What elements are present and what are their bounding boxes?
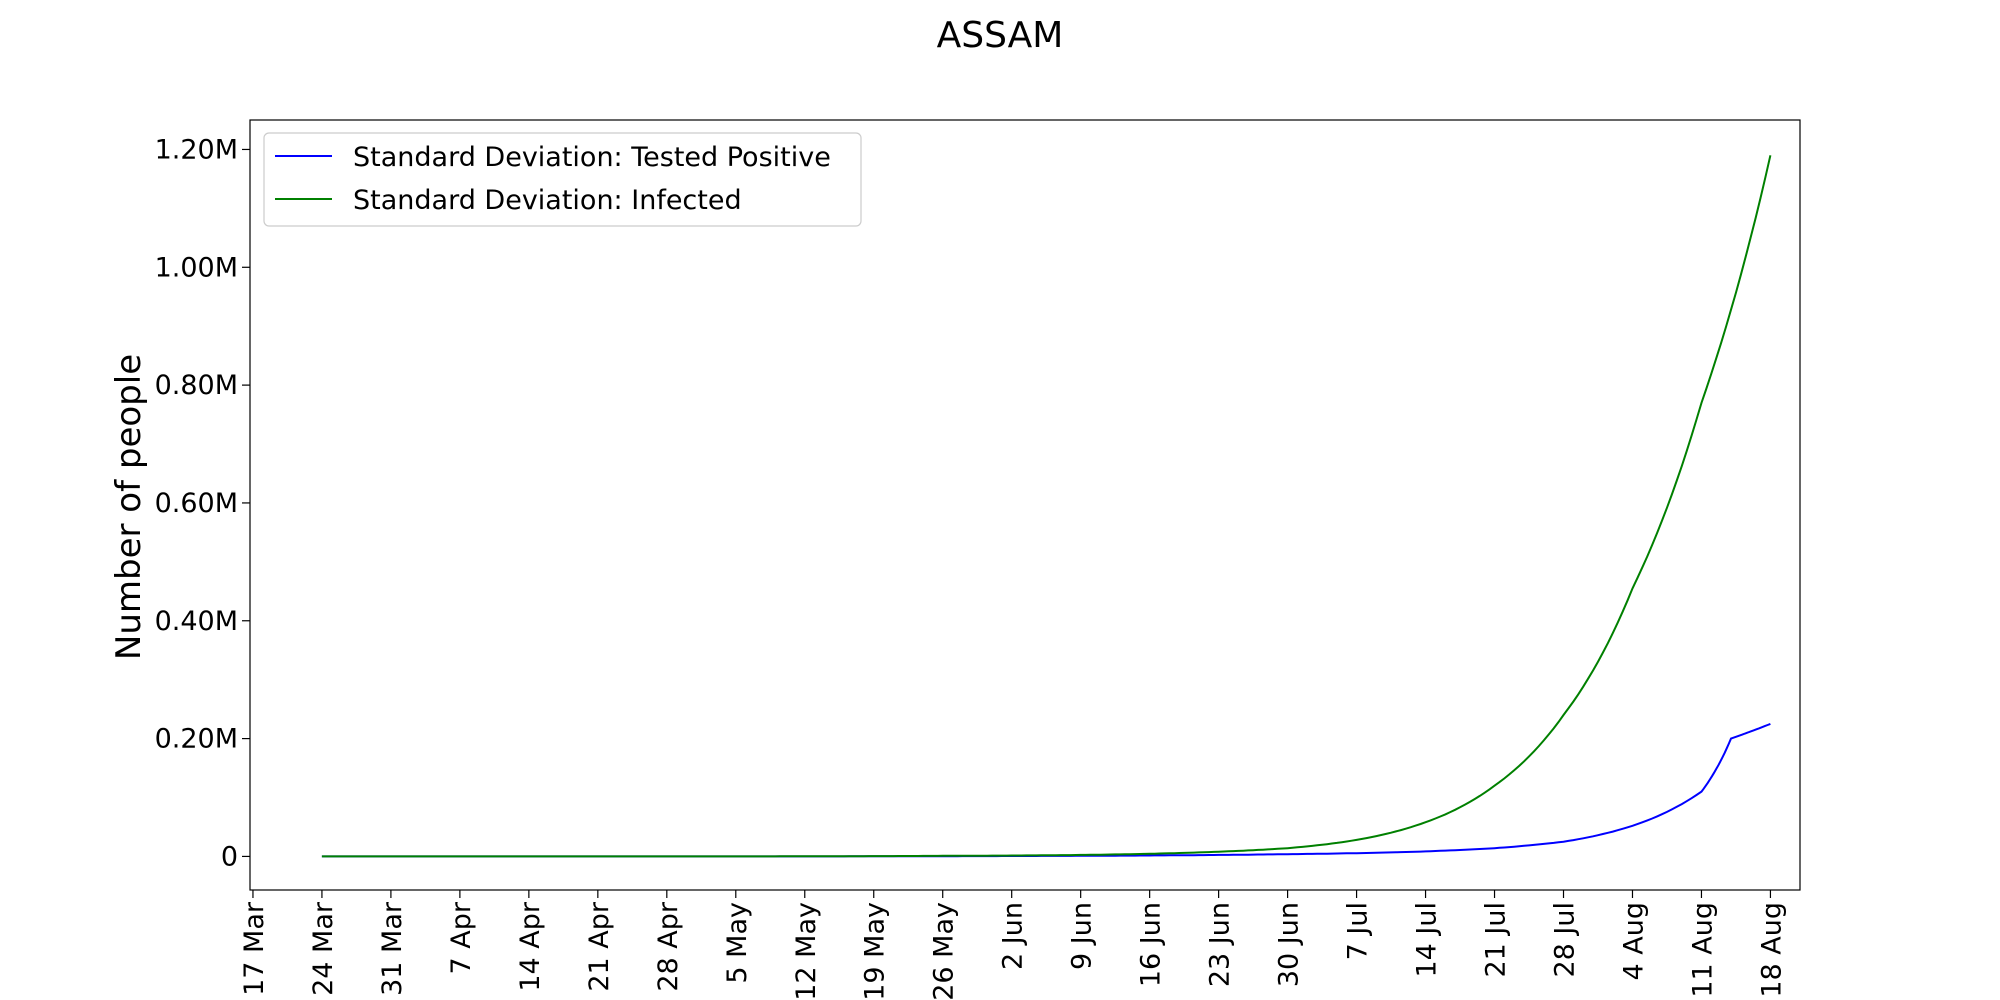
x-tick-label: 24 Mar xyxy=(308,901,339,996)
x-tick-label: 14 Apr xyxy=(515,901,546,992)
chart-title: ASSAM xyxy=(937,15,1064,56)
x-tick-label: 9 Jun xyxy=(1067,902,1098,970)
y-tick-label: 0.40M xyxy=(155,606,238,637)
x-tick-label: 28 Apr xyxy=(653,901,684,992)
legend-box xyxy=(263,132,862,227)
plot-area-frame xyxy=(249,119,1801,891)
series-line-tested-positive xyxy=(321,722,1771,858)
x-tick-label: 12 May xyxy=(791,902,822,1000)
x-tick-label: 4 Aug xyxy=(1618,902,1649,980)
series-lines xyxy=(321,155,1772,858)
y-tick-label: 1.20M xyxy=(155,134,238,165)
x-tick-label: 17 Mar xyxy=(239,901,270,996)
x-tick-label: 11 Aug xyxy=(1687,902,1718,998)
x-tick-label: 19 May xyxy=(860,902,891,1000)
x-tick-label: 7 Jul xyxy=(1343,902,1374,960)
y-axis-ticks: 0 0.20M 0.40M 0.60M 0.80M 1.00M 1.20M xyxy=(155,134,250,872)
x-tick-label: 21 Apr xyxy=(584,901,615,992)
x-tick-label: 7 Apr xyxy=(446,901,477,974)
x-tick-label: 14 Jul xyxy=(1412,902,1443,978)
y-tick-label: 0 xyxy=(221,841,238,872)
y-tick-label: 0.60M xyxy=(155,488,238,519)
x-tick-label: 30 Jun xyxy=(1274,902,1305,987)
x-tick-label: 2 Jun xyxy=(998,902,1029,970)
y-axis-label: Number of people xyxy=(109,354,149,660)
x-tick-label: 26 May xyxy=(929,902,960,1000)
x-axis-ticks: 17 Mar 24 Mar 31 Mar 7 Apr 14 Apr 21 Apr 28 Ap… xyxy=(239,890,1787,1000)
y-tick-label: 0.80M xyxy=(155,370,238,401)
legend-label-infected: Standard Deviation: Infected xyxy=(353,185,742,216)
y-tick-label: 1.00M xyxy=(155,252,238,283)
x-tick-label: 5 May xyxy=(722,902,753,984)
y-tick-label: 0.20M xyxy=(155,724,238,755)
x-tick-label: 21 Jul xyxy=(1481,902,1512,978)
x-tick-label: 18 Aug xyxy=(1756,902,1787,998)
series-line-infected xyxy=(321,155,1772,858)
legend-label-tested-positive: Standard Deviation: Tested Positive xyxy=(353,142,831,173)
x-tick-label: 23 Jun xyxy=(1205,902,1236,987)
x-tick-label: 28 Jul xyxy=(1550,902,1581,978)
legend: Standard Deviation: Tested Positive Stan… xyxy=(263,132,862,227)
x-tick-label: 31 Mar xyxy=(377,901,408,996)
x-tick-label: 16 Jun xyxy=(1136,902,1167,987)
